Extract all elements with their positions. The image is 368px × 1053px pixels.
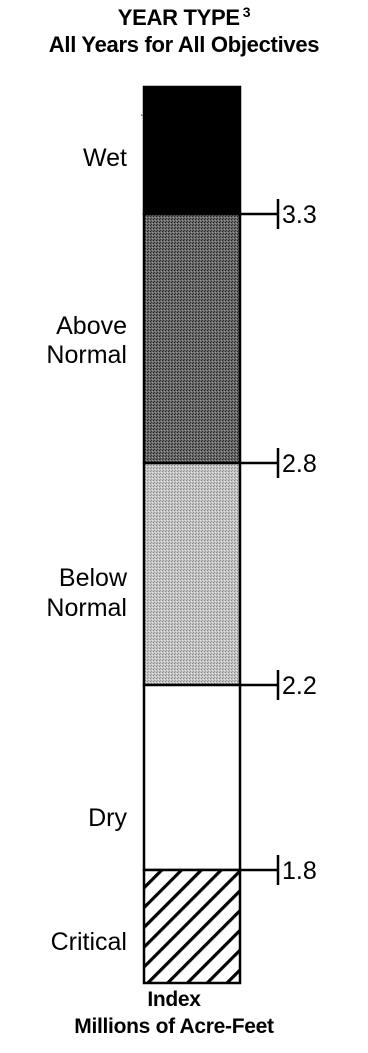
segment-above-normal (142, 212, 242, 465)
chart-title: YEAR TYPE 3 (0, 4, 368, 31)
category-label: Dry (88, 804, 127, 832)
threshold-label: 3.3 (282, 201, 317, 229)
x-axis-label-line1: Index (147, 988, 201, 1011)
category-label: Below (59, 564, 128, 592)
threshold-label: 2.8 (282, 450, 317, 478)
category-label: Normal (46, 341, 127, 369)
threshold-label: 2.2 (282, 672, 317, 700)
category-label: Normal (46, 594, 127, 622)
category-label: Above (56, 312, 127, 340)
chart-subtitle: All Years for All Objectives (48, 32, 320, 57)
category-label: Critical (51, 928, 127, 956)
segment-wet (142, 85, 242, 216)
segment-below-normal (142, 461, 242, 687)
segment-dry (142, 683, 242, 872)
segment-critical (142, 868, 242, 985)
title-footnote-marker: 3 (242, 4, 251, 20)
stray-mark: ` (140, 113, 143, 125)
threshold-label: 1.8 (282, 857, 317, 885)
chart-title-text: YEAR TYPE (117, 5, 240, 30)
category-label: Wet (83, 144, 127, 172)
x-axis-label-line2: Millions of Acre-Feet (74, 1015, 274, 1038)
